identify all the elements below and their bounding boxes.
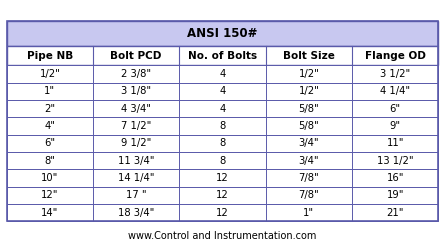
- Text: 8: 8: [219, 121, 226, 131]
- Text: 12: 12: [216, 173, 229, 183]
- Bar: [7, 134, 438, 152]
- Text: 1/2": 1/2": [299, 86, 319, 96]
- Text: 11 3/4": 11 3/4": [118, 156, 154, 166]
- Text: 8: 8: [219, 156, 226, 166]
- Text: 6": 6": [390, 104, 401, 114]
- Text: 5/8": 5/8": [299, 121, 319, 131]
- Bar: [7, 82, 438, 100]
- Text: 16": 16": [386, 173, 404, 183]
- Text: 9 1/2": 9 1/2": [121, 138, 151, 148]
- Bar: [7, 169, 438, 186]
- Text: 1": 1": [303, 208, 315, 218]
- Bar: [7, 21, 438, 221]
- Text: 2": 2": [44, 104, 56, 114]
- Text: 12: 12: [216, 190, 229, 200]
- Text: No. of Bolts: No. of Bolts: [188, 51, 257, 61]
- Text: 2 3/8": 2 3/8": [121, 69, 151, 79]
- Text: 14": 14": [41, 208, 59, 218]
- Text: 3/4": 3/4": [299, 156, 319, 166]
- Text: 21": 21": [386, 208, 404, 218]
- Text: 1/2": 1/2": [299, 69, 319, 79]
- Bar: [7, 100, 438, 117]
- Text: 8": 8": [44, 156, 55, 166]
- Text: 7/8": 7/8": [299, 173, 319, 183]
- Text: 17 ": 17 ": [126, 190, 146, 200]
- Text: 13 1/2": 13 1/2": [377, 156, 413, 166]
- Text: 11": 11": [386, 138, 404, 148]
- Text: Bolt Size: Bolt Size: [283, 51, 335, 61]
- Text: 6": 6": [44, 138, 56, 148]
- Text: 10": 10": [41, 173, 59, 183]
- Text: 8: 8: [219, 138, 226, 148]
- Text: 7 1/2": 7 1/2": [121, 121, 151, 131]
- Bar: [7, 152, 438, 169]
- Text: 7/8": 7/8": [299, 190, 319, 200]
- Text: 12: 12: [216, 208, 229, 218]
- Text: 19": 19": [386, 190, 404, 200]
- Text: 4: 4: [219, 69, 226, 79]
- Text: 18 3/4": 18 3/4": [118, 208, 154, 218]
- Text: 4 1/4": 4 1/4": [380, 86, 410, 96]
- Text: 3/4": 3/4": [299, 138, 319, 148]
- Bar: [7, 65, 438, 82]
- Text: 3 1/8": 3 1/8": [121, 86, 151, 96]
- Bar: [7, 204, 438, 221]
- Text: www.Control and Instrumentation.com: www.Control and Instrumentation.com: [128, 230, 317, 240]
- Text: 1/2": 1/2": [40, 69, 60, 79]
- Text: 4: 4: [219, 86, 226, 96]
- Bar: [7, 21, 438, 46]
- Bar: [7, 117, 438, 134]
- Bar: [7, 46, 438, 65]
- Text: 12": 12": [41, 190, 59, 200]
- Text: 3 1/2": 3 1/2": [380, 69, 410, 79]
- Text: 4": 4": [44, 121, 55, 131]
- Text: Pipe NB: Pipe NB: [27, 51, 73, 61]
- Text: 14 1/4": 14 1/4": [118, 173, 154, 183]
- Text: Flange OD: Flange OD: [365, 51, 425, 61]
- Text: 9": 9": [390, 121, 401, 131]
- Text: 4: 4: [219, 104, 226, 114]
- Text: ANSI 150#: ANSI 150#: [187, 27, 258, 40]
- Text: Bolt PCD: Bolt PCD: [110, 51, 162, 61]
- Text: 1": 1": [44, 86, 56, 96]
- Bar: [7, 186, 438, 204]
- Text: 4 3/4": 4 3/4": [121, 104, 151, 114]
- Text: 5/8": 5/8": [299, 104, 319, 114]
